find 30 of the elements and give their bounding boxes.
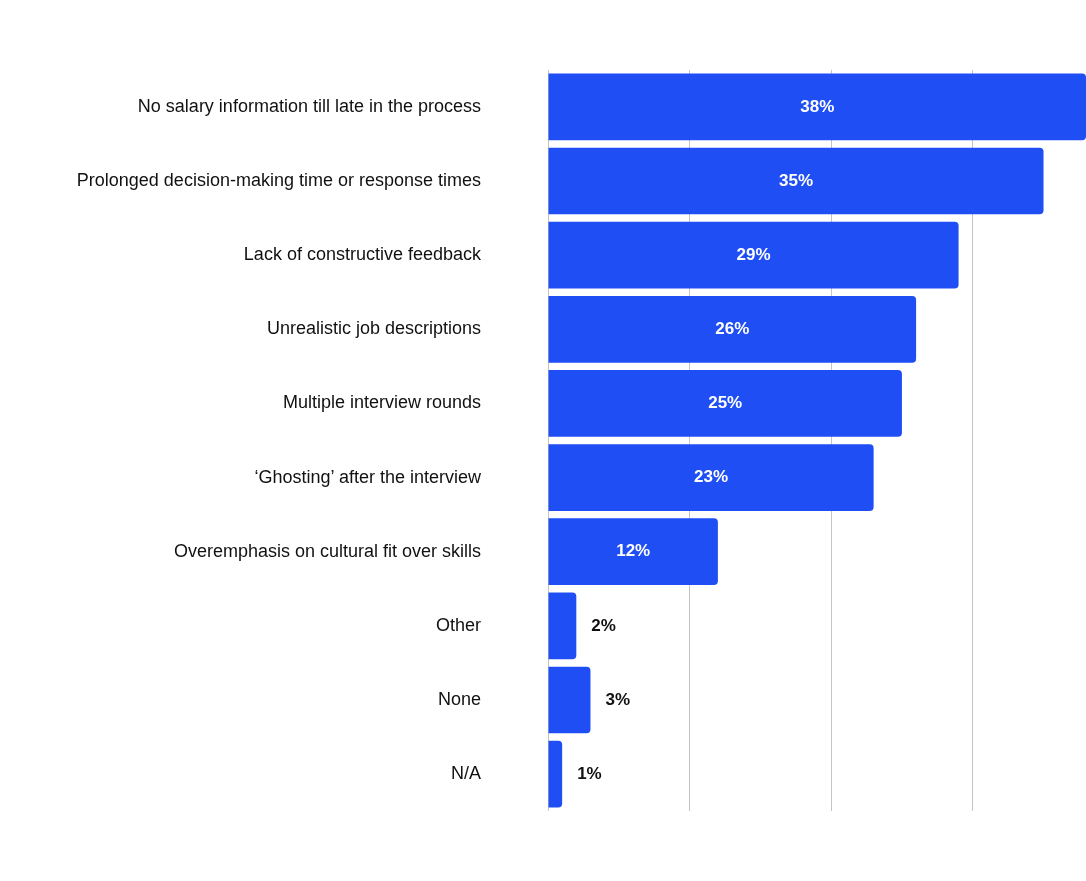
data-label: 26% (715, 318, 750, 338)
bar (548, 370, 902, 437)
y-tick-label: Overemphasis on cultural fit over skills (173, 540, 481, 561)
y-tick-label: No salary information till late in the process (137, 95, 481, 116)
data-label: 38% (800, 96, 835, 116)
bar (548, 666, 591, 734)
bar (548, 295, 917, 363)
bar (548, 592, 577, 660)
bar (548, 740, 563, 808)
data-label: 35% (779, 170, 814, 190)
y-tick-label: Multiple interview rounds (282, 392, 481, 413)
bar (548, 221, 959, 289)
data-label: 12% (616, 541, 651, 561)
bar (548, 518, 718, 586)
y-tick-label: N/A (450, 763, 481, 784)
data-label: 1% (577, 763, 602, 783)
data-label: 2% (591, 615, 616, 635)
data-label: 29% (736, 244, 771, 264)
bar (548, 73, 1086, 141)
bar (548, 147, 1044, 215)
data-label: 3% (605, 689, 631, 709)
y-tick-label: None (437, 688, 481, 709)
y-tick-label: Lack of constructive feedback (243, 244, 482, 265)
y-tick-label: Other (435, 614, 481, 635)
bar (548, 444, 874, 511)
y-tick-label: Prolonged decision-making time or response times (76, 169, 481, 190)
data-label: 25% (708, 393, 743, 413)
y-tick-label: ‘Ghosting’ after the interview (254, 466, 482, 487)
y-tick-label: Unrealistic job descriptions (266, 318, 481, 339)
data-label: 23% (694, 467, 729, 487)
